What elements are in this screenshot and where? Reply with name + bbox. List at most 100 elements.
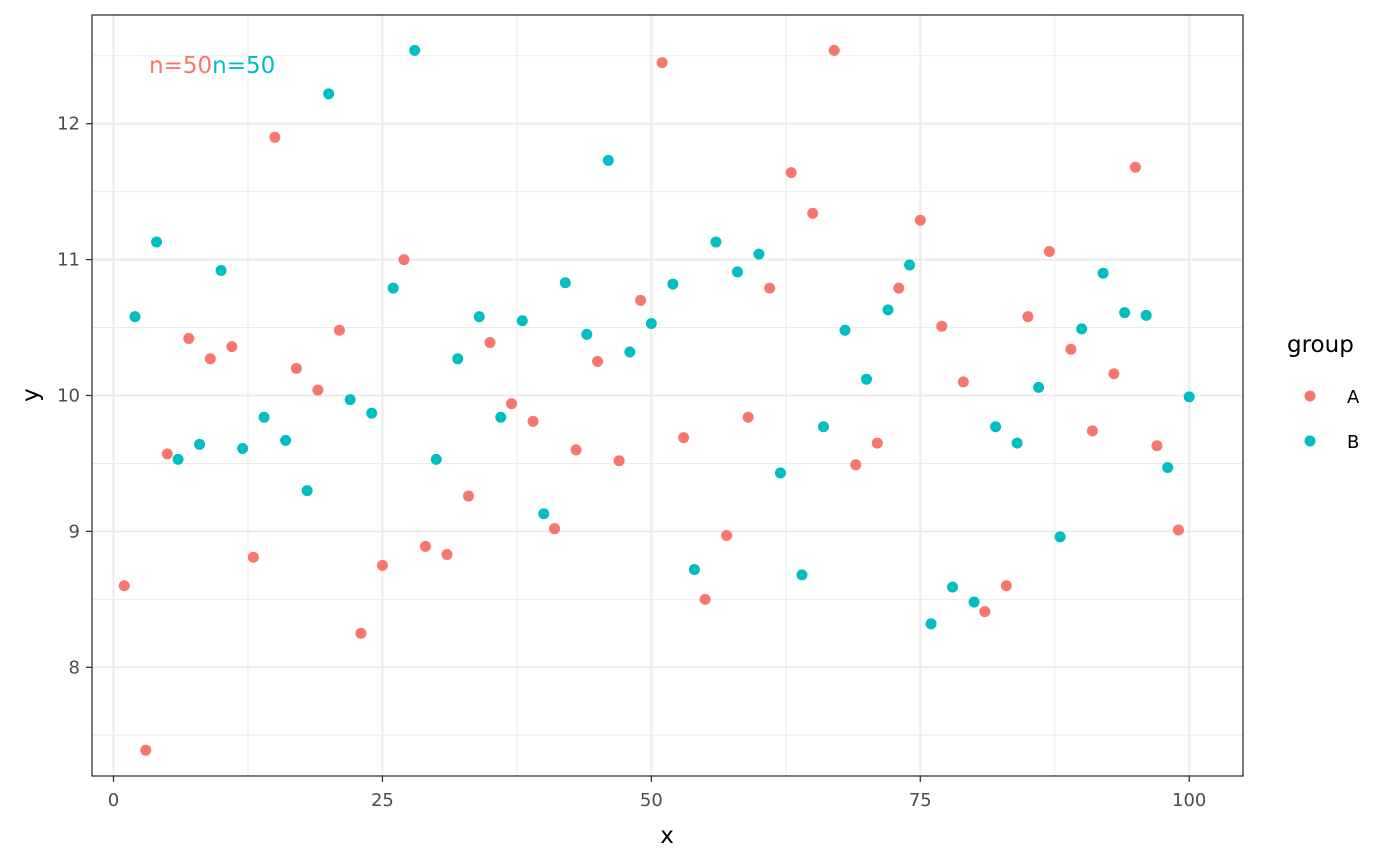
data-point-a xyxy=(269,131,281,143)
data-point-b xyxy=(323,88,335,100)
legend: group A B xyxy=(1287,332,1360,453)
y-tick-label: 10 xyxy=(57,386,80,407)
data-point-a xyxy=(592,356,604,368)
data-point-a xyxy=(979,606,991,618)
data-point-a xyxy=(140,744,152,756)
data-point-b xyxy=(581,328,593,340)
data-point-b xyxy=(280,434,292,446)
legend-label-a: A xyxy=(1347,387,1360,408)
y-tick-label: 9 xyxy=(69,521,80,542)
legend-label-b: B xyxy=(1347,432,1359,453)
data-point-a xyxy=(484,337,496,349)
data-point-a xyxy=(226,341,238,353)
data-point-b xyxy=(258,411,270,423)
x-tick-label: 50 xyxy=(640,790,663,811)
y-tick-label: 11 xyxy=(57,250,80,271)
data-point-b xyxy=(1140,309,1152,321)
data-point-a xyxy=(656,57,668,69)
data-point-a xyxy=(183,332,195,344)
data-point-b xyxy=(731,266,743,278)
data-point-a xyxy=(764,282,776,294)
data-point-a xyxy=(742,411,754,423)
data-point-b xyxy=(194,438,206,450)
data-point-a xyxy=(957,376,969,388)
data-point-a xyxy=(828,44,840,56)
data-point-b xyxy=(774,467,786,479)
data-point-a xyxy=(613,455,625,467)
data-point-b xyxy=(344,394,356,406)
data-point-a xyxy=(893,282,905,294)
data-point-a xyxy=(118,580,130,592)
data-point-a xyxy=(936,320,948,332)
annotation-count-b: n=50 xyxy=(212,53,275,79)
data-point-a xyxy=(1086,425,1098,437)
data-point-a xyxy=(398,254,410,266)
data-point-b xyxy=(624,346,636,358)
data-point-a xyxy=(247,551,259,563)
data-point-a xyxy=(333,324,345,336)
data-point-b xyxy=(1119,307,1131,319)
data-point-a xyxy=(807,207,819,219)
data-point-b xyxy=(753,248,765,260)
data-point-a xyxy=(1043,245,1055,257)
data-point-a xyxy=(355,627,367,639)
data-point-a xyxy=(527,415,539,427)
data-point-b xyxy=(452,353,464,365)
data-point-a xyxy=(1151,440,1163,452)
data-point-a xyxy=(1108,368,1120,380)
y-tick-label: 12 xyxy=(57,114,80,135)
data-point-b xyxy=(1162,462,1174,474)
data-point-b xyxy=(990,421,1002,433)
data-points xyxy=(118,44,1195,756)
data-point-b xyxy=(645,317,657,329)
data-point-b xyxy=(215,264,227,276)
data-point-b xyxy=(1011,437,1023,449)
data-point-a xyxy=(290,362,302,374)
data-point-a xyxy=(441,548,453,560)
data-point-b xyxy=(409,44,421,56)
annotation-count: n=50n=50 xyxy=(149,53,275,79)
data-point-b xyxy=(387,282,399,294)
data-point-a xyxy=(419,540,431,552)
data-point-b xyxy=(602,154,614,166)
data-point-b xyxy=(301,485,313,497)
data-point-b xyxy=(1097,267,1109,279)
data-point-b xyxy=(817,421,829,433)
legend-title: group xyxy=(1287,332,1354,358)
data-point-a xyxy=(699,593,711,605)
data-point-b xyxy=(688,563,700,575)
data-point-a xyxy=(1129,161,1141,173)
data-point-b xyxy=(430,453,442,465)
x-tick-label: 0 xyxy=(108,790,119,811)
data-point-b xyxy=(237,442,249,454)
y-tick-label: 8 xyxy=(69,657,80,678)
data-point-a xyxy=(570,444,582,456)
data-point-b xyxy=(1054,531,1066,543)
data-point-a xyxy=(1065,343,1077,355)
data-point-b xyxy=(968,596,980,608)
data-point-b xyxy=(473,311,485,323)
data-point-a xyxy=(635,294,647,306)
legend-key-b xyxy=(1304,435,1316,447)
x-axis-title: x xyxy=(660,823,674,849)
data-point-b xyxy=(495,411,507,423)
data-point-b xyxy=(129,311,141,323)
legend-key-a xyxy=(1304,390,1316,402)
data-point-a xyxy=(871,437,883,449)
x-tick-label: 75 xyxy=(909,790,932,811)
data-point-b xyxy=(947,581,959,593)
data-point-b xyxy=(516,315,528,327)
data-point-b xyxy=(151,236,163,248)
data-point-b xyxy=(861,373,873,385)
data-point-a xyxy=(678,432,690,444)
data-point-b xyxy=(839,324,851,336)
data-point-b xyxy=(710,236,722,248)
x-axis-ticks: 0 25 50 75 100 xyxy=(108,776,1206,811)
data-point-b xyxy=(796,569,808,581)
data-point-b xyxy=(882,304,894,316)
data-point-a xyxy=(1000,580,1012,592)
x-tick-label: 25 xyxy=(371,790,394,811)
data-point-b xyxy=(1076,323,1088,335)
data-point-a xyxy=(721,529,733,541)
